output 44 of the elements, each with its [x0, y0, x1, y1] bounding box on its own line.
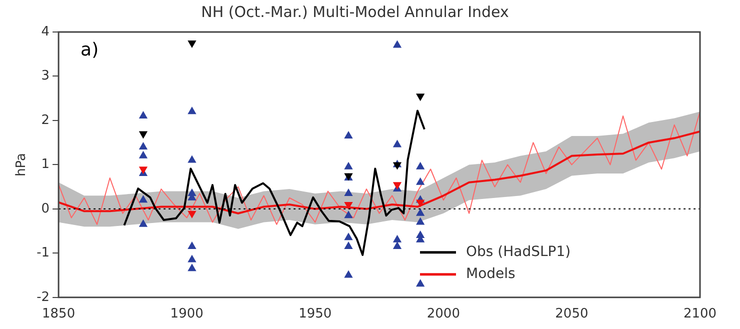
point	[188, 264, 196, 272]
x-tick-label: 2050	[555, 306, 588, 322]
point	[344, 162, 353, 170]
x-tick-label: 1900	[170, 306, 204, 322]
point	[392, 234, 402, 242]
point	[344, 242, 353, 250]
point	[416, 177, 425, 185]
point	[344, 270, 353, 278]
point	[138, 142, 148, 150]
annotation: a)	[80, 40, 99, 61]
point	[344, 232, 353, 240]
chart-title: NH (Oct.-Mar.) Multi-Model Annular Index	[201, 2, 510, 21]
y-tick-label: -2	[36, 290, 50, 305]
point	[416, 208, 425, 216]
legend-label: Obs (HadSLP1)	[466, 244, 571, 260]
point	[138, 195, 148, 203]
point	[138, 150, 148, 158]
point	[138, 219, 148, 227]
point	[392, 140, 402, 148]
point	[344, 130, 353, 138]
point	[188, 155, 196, 163]
y-tick-label: 0	[41, 201, 50, 216]
y-tick-label: 1	[41, 157, 50, 172]
point	[392, 40, 402, 48]
y-axis-title: hPa	[14, 152, 30, 176]
x-tick-label: 2100	[683, 306, 717, 322]
point	[344, 210, 353, 218]
x-tick-label: 1950	[298, 306, 332, 322]
point	[188, 106, 196, 114]
point	[138, 111, 148, 119]
point	[416, 162, 425, 170]
point	[416, 279, 425, 287]
legend-label: Models	[466, 266, 516, 282]
x-tick-label: 2000	[426, 306, 460, 322]
y-tick-label: 2	[41, 112, 50, 128]
point	[188, 242, 196, 250]
y-tick-label: -1	[36, 246, 50, 261]
y-tick-label: 4	[41, 24, 50, 40]
point	[188, 254, 196, 262]
x-tick-label: 1850	[42, 306, 76, 322]
y-tick-label: 3	[41, 68, 50, 84]
point	[416, 217, 425, 225]
point	[392, 242, 402, 250]
point	[344, 188, 353, 196]
